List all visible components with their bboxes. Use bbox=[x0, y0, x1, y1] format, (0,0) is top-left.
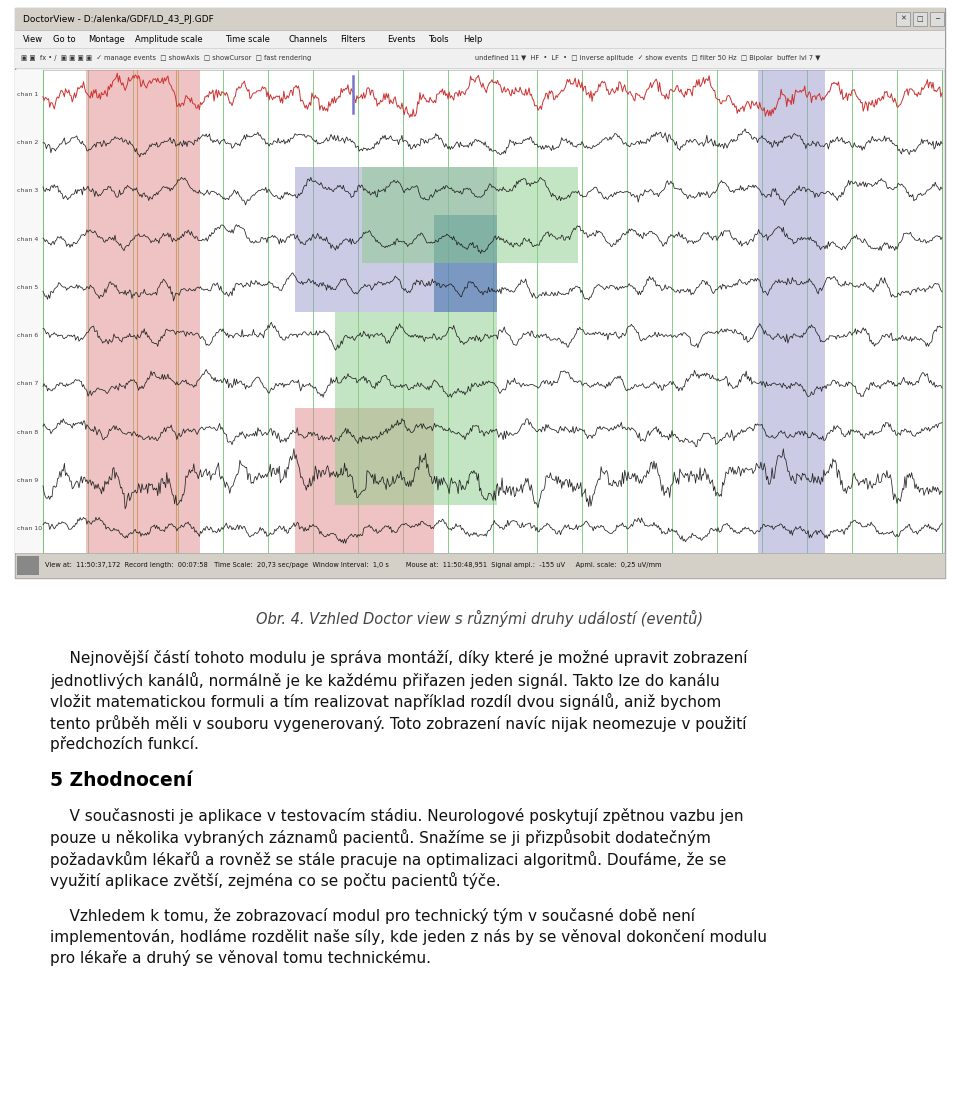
Text: pro lékaře a druhý se věnoval tomu technickému.: pro lékaře a druhý se věnoval tomu techn… bbox=[50, 950, 431, 967]
Text: tento průběh měli v souboru vygenerovaný. Toto zobrazení navíc nijak neomezuje v: tento průběh měli v souboru vygenerovaný… bbox=[50, 715, 747, 732]
Text: jednotlivých kanálů, normálně je ke každému přiřazen jeden signál. Takto lze do : jednotlivých kanálů, normálně je ke každ… bbox=[50, 672, 720, 688]
Text: Filters: Filters bbox=[341, 34, 366, 43]
Text: využití aplikace zvětší, zejména co se počtu pacientů týče.: využití aplikace zvětší, zejména co se p… bbox=[50, 872, 500, 890]
Text: chan 7: chan 7 bbox=[17, 381, 38, 387]
Text: chan 5: chan 5 bbox=[17, 285, 38, 290]
Text: Channels: Channels bbox=[289, 34, 327, 43]
Bar bbox=[930, 12, 944, 27]
Text: Time scale: Time scale bbox=[226, 34, 271, 43]
Text: View: View bbox=[23, 34, 43, 43]
Text: Amplitude scale: Amplitude scale bbox=[135, 34, 203, 43]
Text: chan 6: chan 6 bbox=[17, 333, 38, 338]
Text: DoctorView - D:/alenka/GDF/LD_43_PJ.GDF: DoctorView - D:/alenka/GDF/LD_43_PJ.GDF bbox=[23, 14, 214, 23]
Text: chan 1: chan 1 bbox=[17, 92, 38, 96]
Text: implementován, hodláme rozdělit naše síly, kde jeden z nás by se věnoval dokonče: implementován, hodláme rozdělit naše síl… bbox=[50, 929, 767, 945]
Bar bbox=[295, 408, 434, 552]
Bar bbox=[17, 556, 39, 575]
Text: chan 3: chan 3 bbox=[17, 188, 38, 193]
Bar bbox=[15, 48, 945, 69]
Bar bbox=[434, 214, 497, 312]
Text: vložit matematickou formuli a tím realizovat například rozdíl dvou signálů, aniž: vložit matematickou formuli a tím realiz… bbox=[50, 693, 721, 711]
Text: undefined 11 ▼  HF  •  LF  •  □ inverse aplitude  ✓ show events  □ filter 50 Hz : undefined 11 ▼ HF • LF • □ inverse aplit… bbox=[475, 55, 821, 61]
Text: ─: ─ bbox=[935, 15, 939, 22]
Bar bbox=[15, 30, 945, 48]
Text: předchozích funkcí.: předchozích funkcí. bbox=[50, 736, 199, 753]
Text: Events: Events bbox=[387, 34, 416, 43]
Text: požadavkům lékařů a rovněž se stále pracuje na optimalizaci algoritmů. Doufáme, : požadavkům lékařů a rovněž se stále prac… bbox=[50, 851, 727, 867]
Text: Tools: Tools bbox=[428, 34, 448, 43]
Text: chan 9: chan 9 bbox=[17, 478, 38, 483]
Text: Obr. 4. Vzhled Doctor view s různými druhy událostí (eventů): Obr. 4. Vzhled Doctor view s různými dru… bbox=[256, 610, 704, 627]
Text: Vzhledem k tomu, že zobrazovací modul pro technický tým v současné době není: Vzhledem k tomu, že zobrazovací modul pr… bbox=[50, 907, 695, 924]
Bar bbox=[86, 70, 201, 552]
Text: chan 8: chan 8 bbox=[17, 430, 38, 434]
Bar bbox=[335, 312, 497, 505]
Text: 5 Zhodnocení: 5 Zhodnocení bbox=[50, 771, 193, 790]
Bar bbox=[15, 8, 945, 30]
Text: □: □ bbox=[917, 15, 924, 22]
Text: V současnosti je aplikace v testovacím stádiu. Neurologové poskytují zpětnou vaz: V současnosti je aplikace v testovacím s… bbox=[50, 808, 743, 823]
Text: chan 10: chan 10 bbox=[17, 526, 42, 532]
Text: Help: Help bbox=[464, 34, 483, 43]
Text: Montage: Montage bbox=[88, 34, 125, 43]
Text: Nejnovější částí tohoto modulu je správa montáží, díky které je možné upravit zo: Nejnovější částí tohoto modulu je správa… bbox=[50, 650, 748, 666]
Bar bbox=[15, 8, 945, 578]
Text: pouze u několika vybraných záznamů pacientů. Snažíme se ji přizpůsobit dodatečný: pouze u několika vybraných záznamů pacie… bbox=[50, 829, 710, 846]
Bar bbox=[362, 167, 578, 263]
Text: ▣ ▣  fx • /  ▣ ▣ ▣ ▣  ✓ manage events  □ showAxis  □ showCursor  □ fast renderin: ▣ ▣ fx • / ▣ ▣ ▣ ▣ ✓ manage events □ sho… bbox=[21, 55, 311, 61]
Text: ✕: ✕ bbox=[900, 15, 906, 22]
Bar bbox=[896, 12, 910, 27]
Bar bbox=[43, 70, 942, 552]
Text: View at:  11:50:37,172  Record length:  00:07:58   Time Scale:  20,73 sec/page  : View at: 11:50:37,172 Record length: 00:… bbox=[45, 562, 661, 568]
Bar bbox=[15, 70, 43, 552]
Text: chan 2: chan 2 bbox=[17, 140, 38, 145]
Text: chan 4: chan 4 bbox=[17, 236, 38, 242]
Text: Go to: Go to bbox=[53, 34, 76, 43]
Bar bbox=[295, 167, 497, 312]
Bar bbox=[757, 70, 826, 552]
Bar bbox=[913, 12, 927, 27]
Bar bbox=[15, 552, 945, 578]
